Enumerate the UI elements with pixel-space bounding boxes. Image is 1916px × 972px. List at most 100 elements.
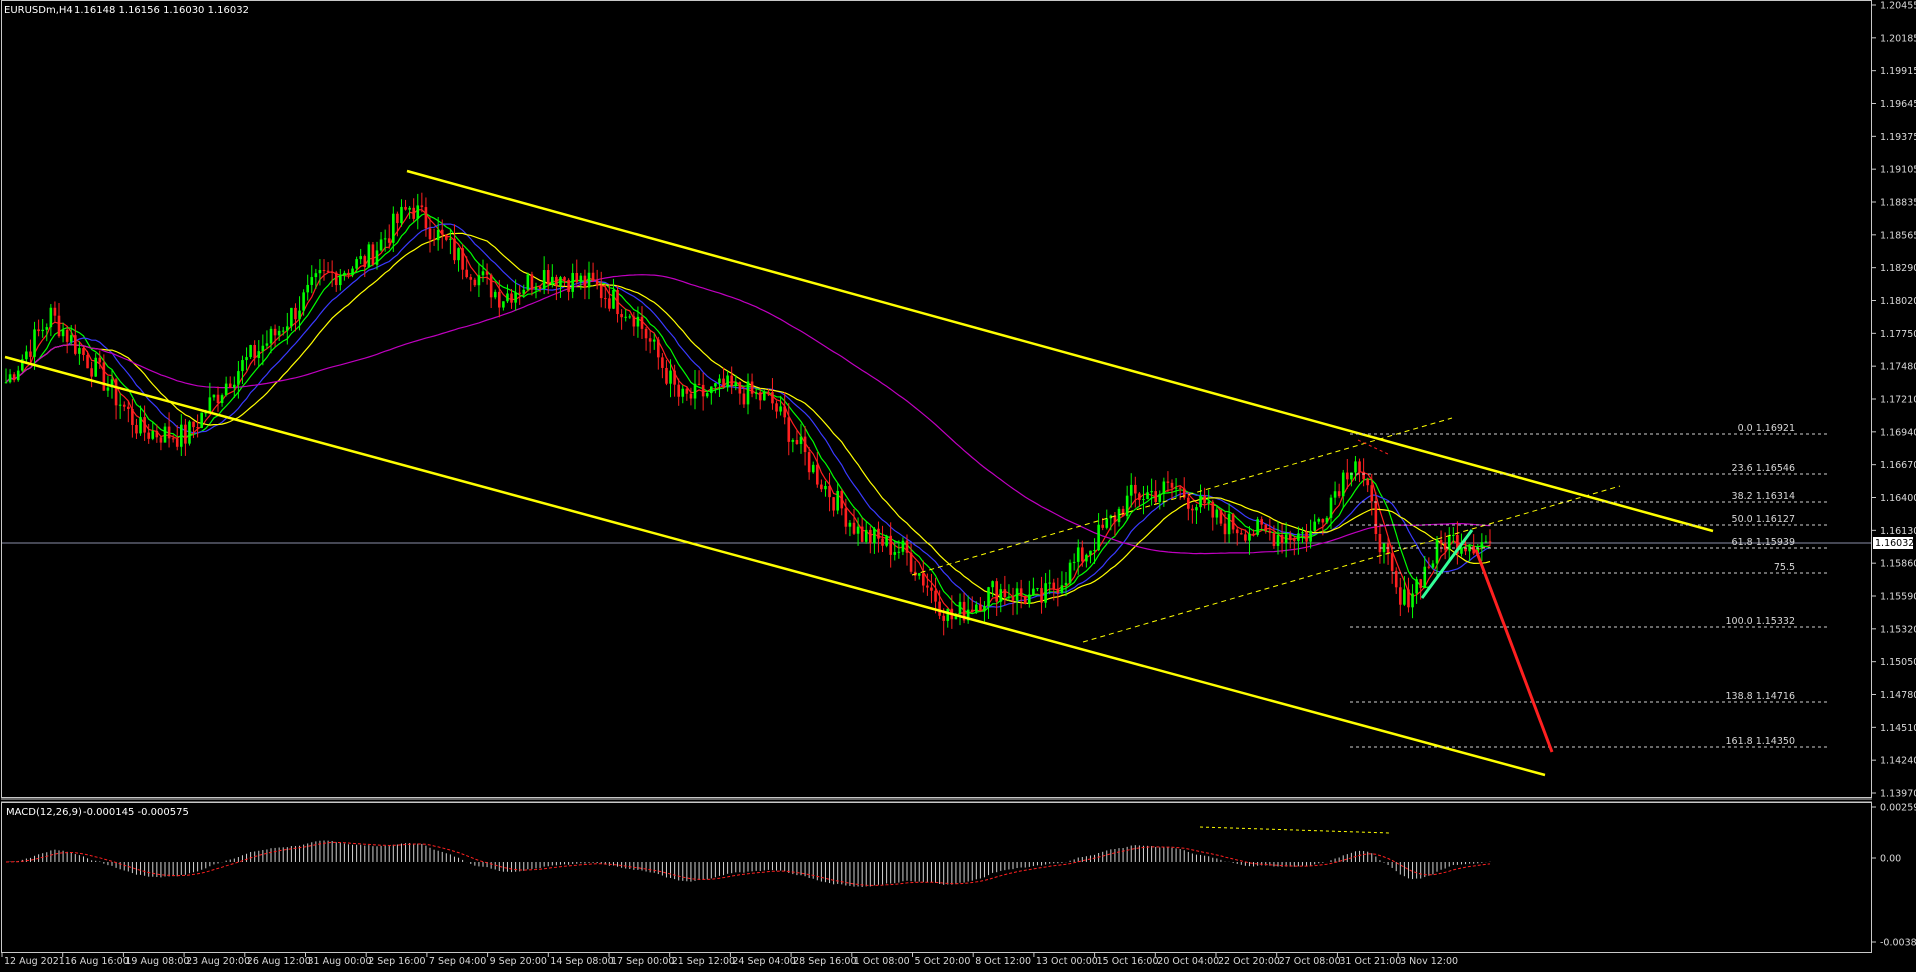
candle-body bbox=[135, 424, 138, 434]
price-tick-label: 1.15320 bbox=[1880, 624, 1916, 635]
candle-body bbox=[102, 362, 106, 391]
candle-body bbox=[604, 298, 607, 300]
fibonacci-levels[interactable]: 0.0 1.16921 23.6 1.16546 38.2 1.16314 50.0 … bbox=[1350, 423, 1830, 748]
candle-body bbox=[302, 292, 305, 311]
candle-body bbox=[412, 207, 415, 219]
candle-body bbox=[294, 307, 297, 320]
candle-body bbox=[1223, 523, 1227, 535]
candle-body bbox=[21, 359, 24, 371]
candle-body bbox=[828, 485, 831, 498]
candle-body bbox=[4, 382, 8, 384]
candle-body bbox=[1011, 596, 1015, 601]
candle-body bbox=[180, 424, 183, 447]
candle-body bbox=[612, 289, 615, 309]
candle-body bbox=[1032, 588, 1035, 595]
candle-body bbox=[1366, 479, 1369, 486]
candle-body bbox=[571, 272, 574, 292]
candle-body bbox=[526, 274, 530, 290]
candle-body bbox=[771, 392, 774, 404]
candle-body bbox=[628, 316, 632, 318]
candle-body bbox=[306, 284, 309, 293]
price-tick-label: 1.17750 bbox=[1880, 329, 1916, 340]
candle-body bbox=[763, 391, 766, 401]
price-tick-label: 1.14780 bbox=[1880, 690, 1916, 701]
candle-body bbox=[359, 256, 362, 260]
candle-body bbox=[946, 608, 950, 621]
candle-body bbox=[49, 307, 53, 328]
fib-level-label: 138.8 1.14716 bbox=[1725, 691, 1795, 702]
candle-body bbox=[37, 329, 40, 332]
candle-body bbox=[983, 606, 986, 612]
candle-body bbox=[726, 375, 729, 388]
channel-rising-upper[interactable] bbox=[911, 417, 1453, 576]
candle-body bbox=[94, 357, 97, 377]
candle-body bbox=[1060, 585, 1064, 593]
candle-body bbox=[253, 345, 256, 359]
fib-trend-line[interactable] bbox=[1357, 439, 1391, 456]
chart-header-symbol: EURUSDm,H4 bbox=[4, 5, 73, 16]
macd-histogram bbox=[5, 826, 1491, 887]
candle-body bbox=[424, 207, 428, 229]
candle-body bbox=[1341, 472, 1345, 497]
candle-body bbox=[41, 329, 44, 332]
candle-body bbox=[869, 529, 872, 544]
candle-body bbox=[1390, 553, 1394, 571]
swing-line[interactable] bbox=[1420, 529, 1474, 599]
candle-body bbox=[1015, 588, 1019, 601]
candle-body bbox=[69, 335, 73, 342]
candle-body bbox=[836, 490, 839, 511]
candle-body bbox=[620, 314, 623, 318]
candle-body bbox=[404, 206, 407, 210]
candle-body bbox=[485, 271, 489, 275]
candle-body bbox=[1036, 588, 1039, 590]
candle-body bbox=[1419, 579, 1422, 588]
candle-body bbox=[269, 328, 273, 344]
candle-body bbox=[559, 277, 562, 286]
candle-body bbox=[184, 424, 187, 444]
candle-body bbox=[579, 275, 583, 283]
candle-body bbox=[722, 378, 725, 388]
candle-body bbox=[608, 298, 611, 309]
candle-body bbox=[1378, 533, 1382, 553]
candle-body bbox=[783, 406, 786, 418]
channel-upper-line[interactable] bbox=[406, 169, 1714, 533]
candle-body bbox=[832, 497, 835, 511]
candle-body bbox=[400, 206, 403, 224]
candle-body bbox=[1105, 518, 1109, 528]
fib-level-label: 161.8 1.14350 bbox=[1725, 736, 1795, 747]
candle-body bbox=[188, 421, 191, 444]
candle-body bbox=[326, 270, 330, 272]
candle-body bbox=[347, 272, 350, 276]
candle-body bbox=[685, 388, 689, 394]
candle-body bbox=[1464, 547, 1467, 552]
candle-body bbox=[852, 522, 856, 534]
candle-body bbox=[1158, 494, 1162, 503]
projection-line[interactable] bbox=[1474, 549, 1554, 753]
candle-body bbox=[1280, 534, 1284, 544]
candle-body bbox=[375, 250, 379, 265]
trend-channel[interactable] bbox=[4, 169, 1714, 777]
time-tick-label: 27 Oct 08:00 bbox=[1279, 956, 1341, 967]
candle-body bbox=[1264, 524, 1268, 531]
macd-divergence-line[interactable] bbox=[1199, 826, 1391, 834]
candle-body bbox=[1044, 583, 1047, 603]
candle-body bbox=[1182, 488, 1186, 498]
candle-body bbox=[473, 279, 477, 286]
candle-body bbox=[489, 274, 493, 298]
candle-body bbox=[155, 430, 159, 438]
candle-body bbox=[98, 357, 102, 363]
candle-body bbox=[881, 538, 884, 546]
candle-body bbox=[738, 382, 742, 394]
candle-body bbox=[587, 272, 591, 288]
channel-rising-lower[interactable] bbox=[1082, 485, 1621, 643]
channel-lower-line[interactable] bbox=[4, 355, 1546, 777]
candle-body bbox=[33, 329, 36, 357]
candle-body bbox=[1235, 529, 1239, 534]
candle-body bbox=[791, 440, 795, 442]
candle-body bbox=[979, 604, 982, 612]
price-axis[interactable]: 1.20455 1.20185 1.19915 1.19645 1.19375 1.191… bbox=[1871, 1, 1916, 949]
candle-body bbox=[926, 585, 929, 588]
candle-body bbox=[1028, 594, 1031, 605]
